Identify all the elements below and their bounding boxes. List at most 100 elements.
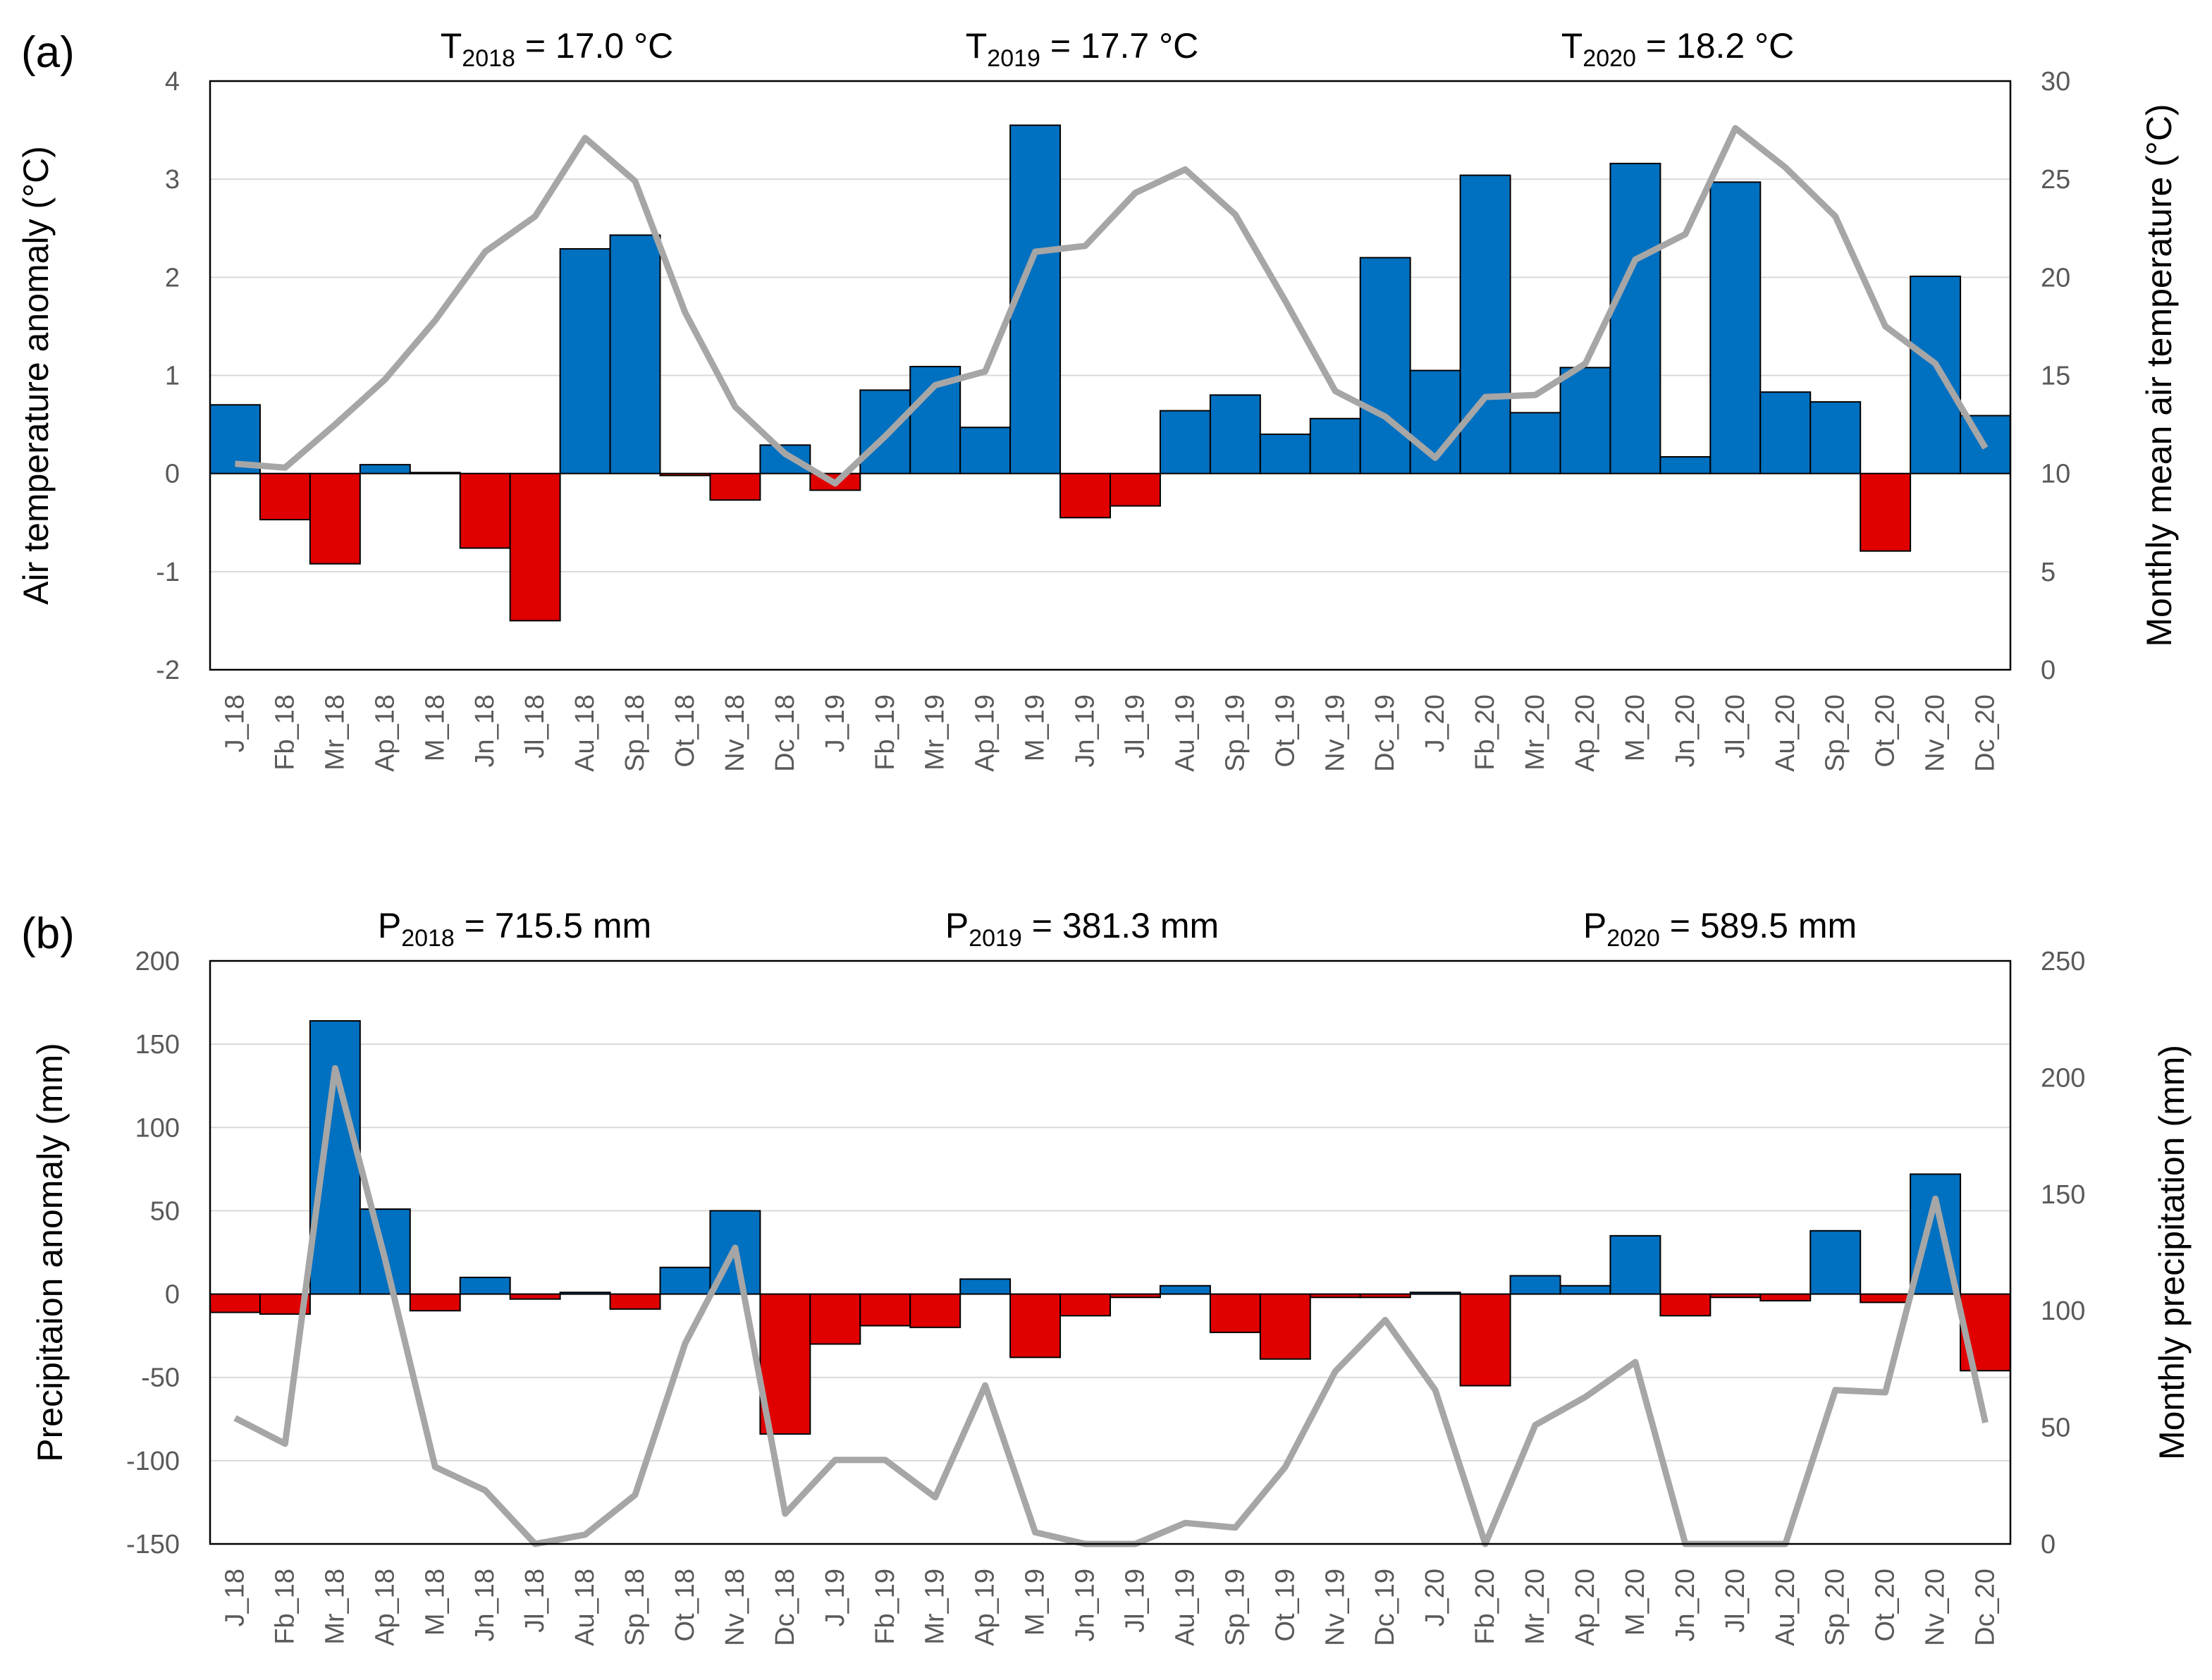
y-tick-label: 0	[165, 1280, 180, 1310]
y-tick-label: 150	[135, 1030, 180, 1060]
x-tick-label: Ot_18	[670, 1569, 700, 1642]
x-tick-label: Ot_19	[1270, 694, 1300, 768]
x-tick-label: Mr_18	[320, 694, 350, 771]
y2-axis-title: Monthly precipitation (mm)	[2152, 1045, 2192, 1460]
x-tick-label: J_19	[821, 1569, 850, 1626]
x-tick-label: Nv_20	[1921, 694, 1950, 772]
x-tick-label: Mr_19	[921, 694, 950, 771]
x-tick-label: Ap_18	[370, 1569, 400, 1646]
bar	[359, 464, 411, 474]
x-tick-label: Ap_19	[971, 694, 1000, 772]
x-tick-label: Ap_20	[1571, 694, 1600, 772]
bar	[1910, 275, 1962, 474]
x-tick-label: Nv_18	[720, 1569, 750, 1646]
x-tick-label: Ap_19	[971, 1569, 1000, 1646]
x-tick-label: Dc_19	[1370, 1569, 1400, 1646]
bar	[1059, 472, 1111, 519]
y2-tick-label: 250	[2041, 947, 2085, 976]
x-tick-label: Sp_18	[620, 1569, 650, 1646]
bar	[1159, 410, 1211, 474]
y2-tick-label: 15	[2041, 362, 2070, 391]
annual-total-label: T2018 = 17.0 °C	[441, 26, 673, 72]
bar	[1110, 1293, 1161, 1299]
bar	[1009, 1293, 1062, 1359]
x-tick-label: Fb_20	[1470, 1569, 1500, 1645]
y2-tick-label: 0	[2041, 1530, 2056, 1559]
x-tick-label: Ap_20	[1571, 1569, 1600, 1646]
bar	[459, 472, 511, 549]
x-tick-label: Au_20	[1771, 1569, 1800, 1646]
bar	[1559, 367, 1611, 474]
x-tick-label: Jn_18	[470, 694, 500, 768]
x-tick-label: Sp_19	[1220, 694, 1250, 772]
x-tick-label: Jl_20	[1721, 1569, 1750, 1633]
bar	[1159, 1284, 1211, 1295]
bar	[659, 1266, 711, 1295]
x-tick-label: Sp_20	[1821, 1569, 1850, 1646]
x-tick-label: Jn_20	[1671, 694, 1700, 768]
bar	[509, 1293, 561, 1300]
y2-axis-title: Monthly mean air temperature (°C)	[2139, 104, 2179, 646]
bar	[309, 1020, 361, 1295]
bar	[1609, 162, 1661, 474]
x-tick-label: Mr_20	[1520, 1569, 1550, 1645]
bar	[1259, 434, 1311, 474]
x-tick-label: M_20	[1621, 1569, 1650, 1636]
x-tick-label: Mr_19	[921, 1569, 950, 1645]
bar	[1059, 1293, 1111, 1317]
x-tick-label: Jn_20	[1671, 1569, 1700, 1642]
bar	[909, 1293, 961, 1328]
x-tick-label: Jn_19	[1071, 1569, 1100, 1642]
bar	[1459, 174, 1511, 474]
x-tick-label: Mr_18	[320, 1569, 350, 1645]
bar	[1110, 472, 1161, 507]
y2-tick-label: 50	[2041, 1414, 2070, 1443]
y2-tick-label: 0	[2041, 656, 2056, 685]
bar	[1359, 257, 1411, 474]
bar	[1809, 1230, 1862, 1295]
x-tick-label: Ot_18	[670, 694, 700, 768]
x-tick-label: Au_19	[1170, 1569, 1200, 1646]
y-tick-label: 50	[150, 1196, 180, 1226]
x-tick-label: Fb_19	[871, 1569, 900, 1645]
bar	[1309, 417, 1361, 474]
x-tick-label: Sp_19	[1220, 1569, 1250, 1646]
x-tick-label: J_19	[821, 694, 850, 752]
x-tick-label: Nv_18	[720, 694, 750, 772]
x-tick-label: M_19	[1021, 694, 1050, 761]
x-tick-label: Dc_19	[1370, 694, 1400, 772]
y2-tick-label: 100	[2041, 1296, 2085, 1326]
bar	[909, 365, 961, 474]
x-tick-label: Au_18	[570, 694, 600, 772]
bar	[259, 472, 311, 521]
bar	[1509, 412, 1561, 474]
bar	[459, 1276, 511, 1295]
bar	[1209, 394, 1261, 474]
panel-label: (a)	[21, 28, 75, 77]
annual-total-label: P2019 = 381.3 mm	[945, 906, 1219, 952]
x-tick-label: Jn_19	[1071, 694, 1100, 768]
bar	[1709, 1293, 1762, 1299]
y-tick-label: -50	[141, 1363, 180, 1393]
y-tick-label: 1	[165, 362, 180, 391]
x-tick-label: Fb_19	[871, 694, 900, 771]
x-tick-label: Ap_18	[370, 694, 400, 772]
x-tick-label: J_18	[220, 694, 250, 752]
panel-label: (b)	[21, 909, 75, 958]
x-tick-label: Fb_18	[270, 1569, 300, 1645]
bar	[1860, 472, 1912, 552]
bar	[1209, 1293, 1261, 1333]
bar	[959, 1278, 1012, 1295]
y-tick-label: 200	[135, 947, 180, 976]
annual-total-label: T2020 = 18.2 °C	[1561, 26, 1794, 72]
bar	[1659, 456, 1712, 474]
bar	[1709, 181, 1762, 474]
bar	[1860, 1293, 1912, 1304]
x-tick-label: Ot_19	[1270, 1569, 1300, 1642]
x-tick-label: Fb_18	[270, 694, 300, 771]
annual-total-label: T2019 = 17.7 °C	[966, 26, 1198, 72]
y2-tick-label: 30	[2041, 67, 2070, 97]
y-axis-title: Precipitaion anomaly (mm)	[30, 1043, 70, 1462]
